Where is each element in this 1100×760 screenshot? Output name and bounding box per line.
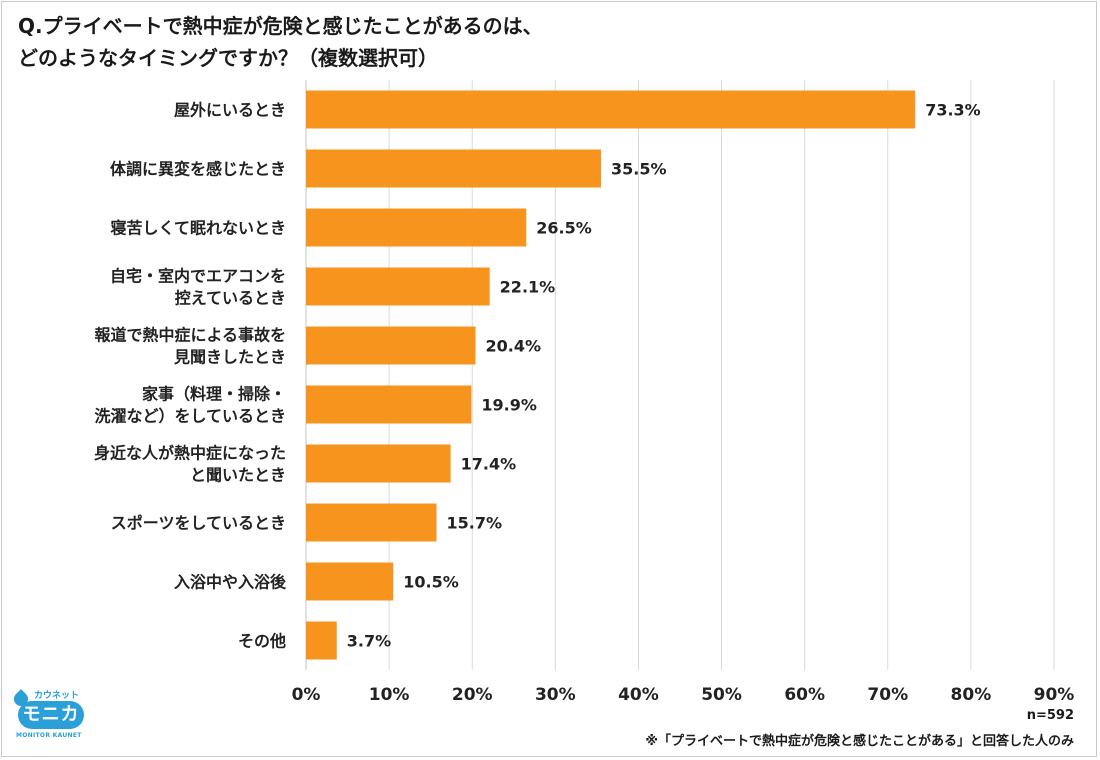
x-tick-label: 40%	[618, 685, 659, 705]
category-label: 体調に異変を感じたとき	[110, 160, 286, 179]
x-tick-label: 70%	[867, 685, 908, 705]
bar	[306, 385, 472, 424]
bar	[306, 503, 437, 542]
bar	[306, 326, 476, 365]
value-label: 20.4%	[486, 337, 542, 356]
category-label: 洗濯など）をしているとき	[94, 407, 286, 426]
value-label: 73.3%	[925, 101, 981, 120]
x-tick-label: 20%	[452, 685, 493, 705]
bar	[306, 562, 394, 601]
value-label: 19.9%	[481, 396, 537, 415]
bar	[306, 208, 527, 247]
value-label: 17.4%	[461, 455, 517, 474]
category-label: 屋外にいるとき	[174, 101, 286, 120]
category-label: その他	[238, 632, 286, 651]
x-tick-label: 80%	[951, 685, 992, 705]
category-label: スポーツをしているとき	[111, 514, 286, 533]
title-line-1: Q.プライベートで熱中症が危険と感じたことがあるのは、	[18, 14, 543, 38]
sample-size: n=592	[1026, 708, 1074, 723]
value-label: 15.7%	[446, 514, 502, 533]
chart-title: Q.プライベートで熱中症が危険と感じたことがあるのは、 どのようなタイミングです…	[18, 10, 543, 74]
value-label: 3.7%	[347, 632, 391, 651]
x-tick-label: 10%	[369, 685, 410, 705]
category-label: 家事（料理・掃除・	[142, 385, 286, 404]
x-tick-label: 60%	[784, 685, 825, 705]
category-label: と聞いたとき	[190, 466, 286, 485]
category-label: 身近な人が熱中症になった	[94, 444, 286, 463]
category-label: 寝苦しくて眠れないとき	[110, 219, 286, 238]
logo-top-text: カウネット	[34, 691, 80, 701]
x-tick-label: 90%	[1034, 685, 1075, 705]
value-label: 35.5%	[611, 160, 667, 179]
bar	[306, 267, 490, 306]
logo-main-text: モニカ	[18, 701, 84, 729]
bar	[306, 621, 337, 660]
bar	[306, 444, 451, 483]
x-tick-label: 30%	[535, 685, 576, 705]
value-label: 10.5%	[403, 573, 459, 592]
footnote: ※「プライベートで熱中症が危険と感じたことがある」と回答した人のみ	[645, 734, 1074, 749]
category-label: 入浴中や入浴後	[174, 573, 287, 592]
logo-bottom-text: MONITOR KAUNET	[16, 732, 82, 739]
category-label: 報道で熱中症による事故を	[94, 326, 286, 345]
title-line-2: どのようなタイミングですか？（複数選択可）	[18, 46, 438, 70]
category-label: 控えているとき	[175, 289, 286, 308]
value-label: 26.5%	[536, 219, 592, 238]
x-tick-label: 0%	[292, 685, 321, 705]
bar	[306, 90, 916, 129]
category-label: 見聞きしたとき	[173, 348, 286, 367]
category-label: 自宅・室内でエアコンを	[110, 267, 286, 286]
value-label: 22.1%	[500, 278, 556, 297]
x-tick-label: 50%	[701, 685, 742, 705]
bar	[306, 149, 602, 188]
monica-logo: カウネット モニカ MONITOR KAUNET	[11, 688, 94, 748]
